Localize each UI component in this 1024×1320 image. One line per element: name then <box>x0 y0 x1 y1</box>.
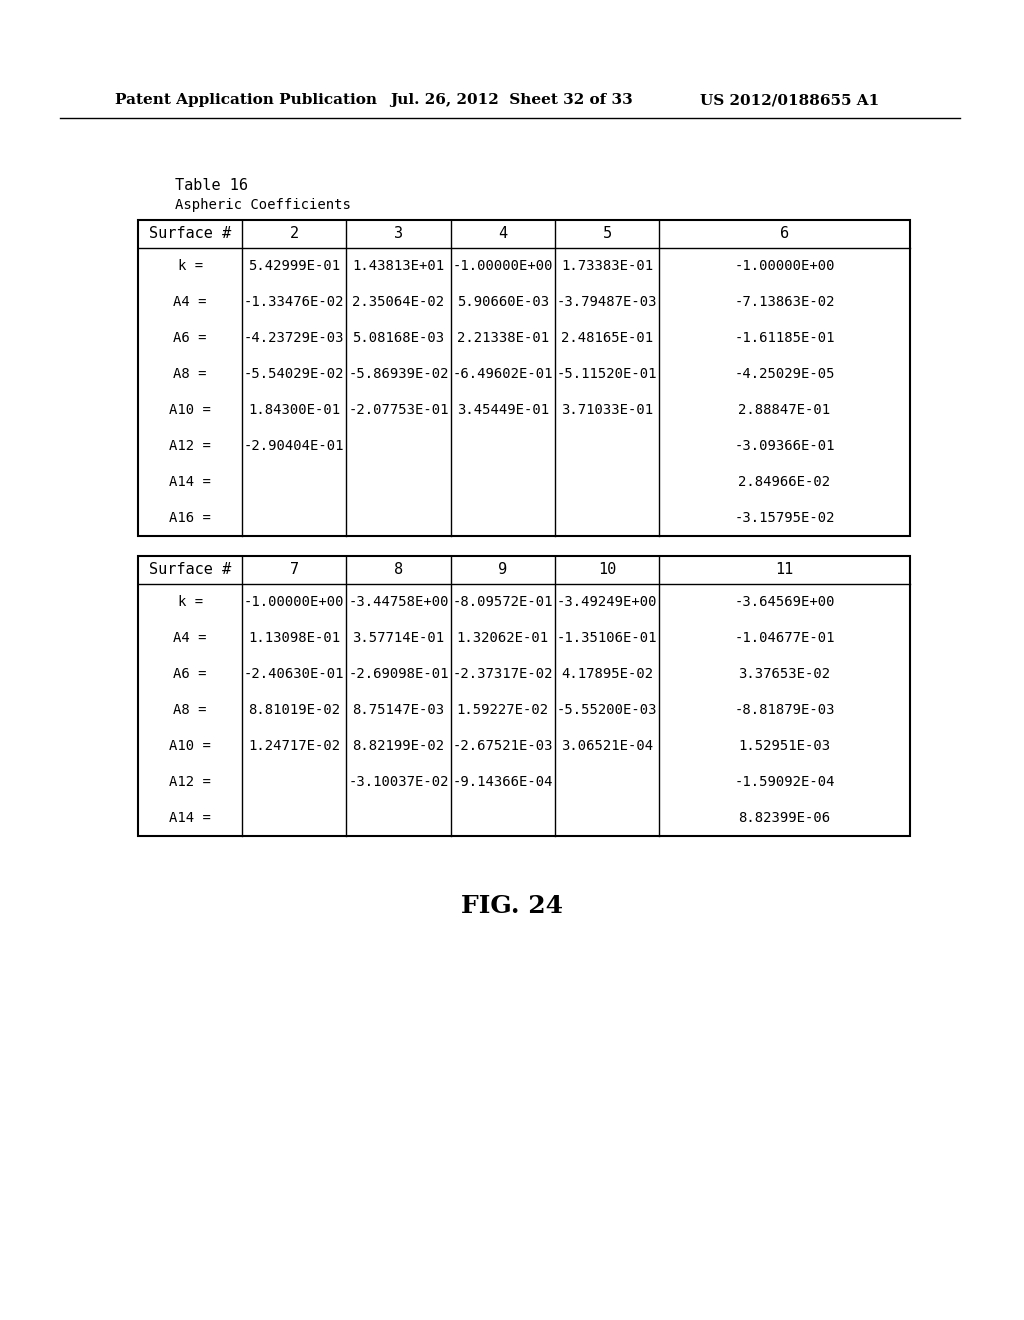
Text: 5.42999E-01: 5.42999E-01 <box>248 259 340 273</box>
Text: k =: k = <box>177 259 203 273</box>
Text: Jul. 26, 2012  Sheet 32 of 33: Jul. 26, 2012 Sheet 32 of 33 <box>390 92 633 107</box>
Text: -1.35106E-01: -1.35106E-01 <box>557 631 657 645</box>
Text: FIG. 24: FIG. 24 <box>461 894 563 917</box>
Bar <box>138 220 910 536</box>
Text: -2.90404E-01: -2.90404E-01 <box>244 440 345 453</box>
Text: 9: 9 <box>499 562 507 578</box>
Text: 1.13098E-01: 1.13098E-01 <box>248 631 340 645</box>
Text: 3.71033E-01: 3.71033E-01 <box>561 403 653 417</box>
Text: -2.67521E-03: -2.67521E-03 <box>453 739 553 752</box>
Text: -3.49249E+00: -3.49249E+00 <box>557 595 657 609</box>
Text: Aspheric Coefficients: Aspheric Coefficients <box>175 198 351 213</box>
Text: k =: k = <box>177 595 203 609</box>
Text: A6 =: A6 = <box>173 331 207 345</box>
Text: -2.37317E-02: -2.37317E-02 <box>453 667 553 681</box>
Text: A12 =: A12 = <box>169 440 211 453</box>
Text: 1.84300E-01: 1.84300E-01 <box>248 403 340 417</box>
Text: 2.21338E-01: 2.21338E-01 <box>457 331 549 345</box>
Text: A8 =: A8 = <box>173 704 207 717</box>
Text: 3.37653E-02: 3.37653E-02 <box>738 667 830 681</box>
Text: 3.57714E-01: 3.57714E-01 <box>352 631 444 645</box>
Text: 7: 7 <box>290 562 299 578</box>
Text: -3.10037E-02: -3.10037E-02 <box>348 775 449 789</box>
Text: 8.82199E-02: 8.82199E-02 <box>352 739 444 752</box>
Text: A12 =: A12 = <box>169 775 211 789</box>
Text: 5.08168E-03: 5.08168E-03 <box>352 331 444 345</box>
Text: -3.15795E-02: -3.15795E-02 <box>734 511 835 525</box>
Text: -3.09366E-01: -3.09366E-01 <box>734 440 835 453</box>
Text: -4.25029E-05: -4.25029E-05 <box>734 367 835 381</box>
Text: 3: 3 <box>394 227 403 242</box>
Bar <box>138 556 910 836</box>
Text: -5.86939E-02: -5.86939E-02 <box>348 367 449 381</box>
Text: -1.00000E+00: -1.00000E+00 <box>453 259 553 273</box>
Text: 4.17895E-02: 4.17895E-02 <box>561 667 653 681</box>
Text: A8 =: A8 = <box>173 367 207 381</box>
Text: 4: 4 <box>499 227 507 242</box>
Text: 5.90660E-03: 5.90660E-03 <box>457 294 549 309</box>
Text: 10: 10 <box>598 562 616 578</box>
Text: -3.64569E+00: -3.64569E+00 <box>734 595 835 609</box>
Text: A4 =: A4 = <box>173 631 207 645</box>
Text: 2.88847E-01: 2.88847E-01 <box>738 403 830 417</box>
Text: A10 =: A10 = <box>169 739 211 752</box>
Text: A6 =: A6 = <box>173 667 207 681</box>
Text: -5.55200E-03: -5.55200E-03 <box>557 704 657 717</box>
Text: -2.07753E-01: -2.07753E-01 <box>348 403 449 417</box>
Text: A16 =: A16 = <box>169 511 211 525</box>
Text: 3.45449E-01: 3.45449E-01 <box>457 403 549 417</box>
Text: 2.35064E-02: 2.35064E-02 <box>352 294 444 309</box>
Text: -1.00000E+00: -1.00000E+00 <box>734 259 835 273</box>
Text: -9.14366E-04: -9.14366E-04 <box>453 775 553 789</box>
Text: 1.59227E-02: 1.59227E-02 <box>457 704 549 717</box>
Text: -1.59092E-04: -1.59092E-04 <box>734 775 835 789</box>
Text: A4 =: A4 = <box>173 294 207 309</box>
Text: 2: 2 <box>290 227 299 242</box>
Text: -8.09572E-01: -8.09572E-01 <box>453 595 553 609</box>
Text: 2.84966E-02: 2.84966E-02 <box>738 475 830 488</box>
Text: 1.24717E-02: 1.24717E-02 <box>248 739 340 752</box>
Text: 1.32062E-01: 1.32062E-01 <box>457 631 549 645</box>
Text: A14 =: A14 = <box>169 475 211 488</box>
Text: Surface #: Surface # <box>150 562 231 578</box>
Text: -2.40630E-01: -2.40630E-01 <box>244 667 345 681</box>
Text: 5: 5 <box>602 227 611 242</box>
Text: US 2012/0188655 A1: US 2012/0188655 A1 <box>700 92 880 107</box>
Text: 1.43813E+01: 1.43813E+01 <box>352 259 444 273</box>
Text: Surface #: Surface # <box>150 227 231 242</box>
Text: -2.69098E-01: -2.69098E-01 <box>348 667 449 681</box>
Text: -1.00000E+00: -1.00000E+00 <box>244 595 345 609</box>
Text: -5.11520E-01: -5.11520E-01 <box>557 367 657 381</box>
Text: -5.54029E-02: -5.54029E-02 <box>244 367 345 381</box>
Text: Table 16: Table 16 <box>175 177 248 193</box>
Text: -6.49602E-01: -6.49602E-01 <box>453 367 553 381</box>
Text: -1.04677E-01: -1.04677E-01 <box>734 631 835 645</box>
Text: 8.75147E-03: 8.75147E-03 <box>352 704 444 717</box>
Text: 1.73383E-01: 1.73383E-01 <box>561 259 653 273</box>
Text: Patent Application Publication: Patent Application Publication <box>115 92 377 107</box>
Text: -3.44758E+00: -3.44758E+00 <box>348 595 449 609</box>
Text: A10 =: A10 = <box>169 403 211 417</box>
Text: 2.48165E-01: 2.48165E-01 <box>561 331 653 345</box>
Text: -3.79487E-03: -3.79487E-03 <box>557 294 657 309</box>
Text: 8: 8 <box>394 562 403 578</box>
Text: 6: 6 <box>780 227 790 242</box>
Text: 8.82399E-06: 8.82399E-06 <box>738 810 830 825</box>
Text: -7.13863E-02: -7.13863E-02 <box>734 294 835 309</box>
Text: 11: 11 <box>775 562 794 578</box>
Text: -1.33476E-02: -1.33476E-02 <box>244 294 345 309</box>
Text: 3.06521E-04: 3.06521E-04 <box>561 739 653 752</box>
Text: -4.23729E-03: -4.23729E-03 <box>244 331 345 345</box>
Text: -8.81879E-03: -8.81879E-03 <box>734 704 835 717</box>
Text: -1.61185E-01: -1.61185E-01 <box>734 331 835 345</box>
Text: 8.81019E-02: 8.81019E-02 <box>248 704 340 717</box>
Text: A14 =: A14 = <box>169 810 211 825</box>
Text: 1.52951E-03: 1.52951E-03 <box>738 739 830 752</box>
